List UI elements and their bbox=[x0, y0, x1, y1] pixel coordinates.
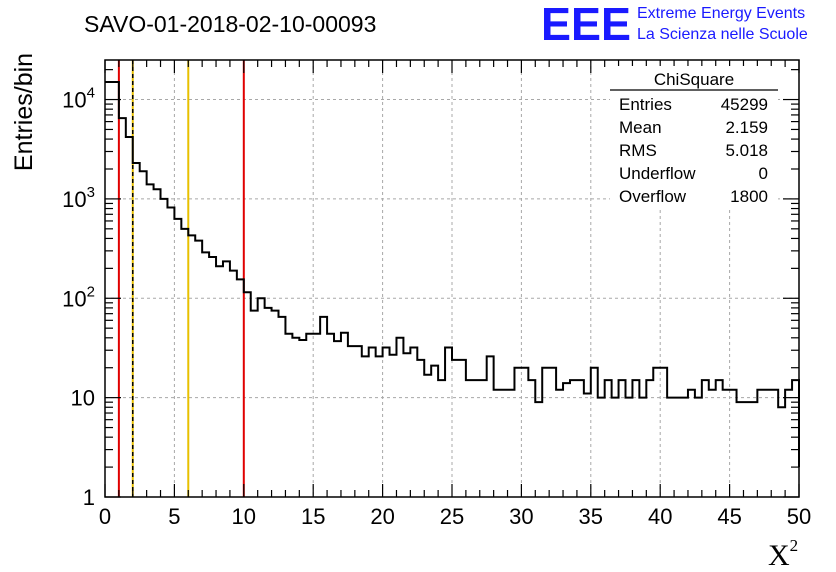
eee-logo: EEE Extreme Energy Events La Scienza nel… bbox=[541, 0, 808, 50]
threshold-lines bbox=[117, 60, 245, 497]
y-tick-label-exponent: 2 bbox=[87, 283, 95, 300]
x-tick-label: 20 bbox=[370, 504, 394, 529]
stats-box: ChiSquare Entries 45299 Mean 2.159 RMS 5.018 Un… bbox=[610, 66, 778, 210]
y-tick-label: 10 bbox=[71, 386, 95, 411]
x-tick-label: 50 bbox=[787, 504, 811, 529]
y-tick-label-base: 10 bbox=[62, 88, 86, 113]
logo-line-2: La Scienza nelle Scuole bbox=[637, 26, 808, 43]
histogram-series bbox=[105, 81, 800, 468]
y-axis-title: Entries/bin bbox=[10, 53, 38, 171]
y-tick-label: 104 bbox=[62, 85, 95, 113]
stats-value: 45299 bbox=[721, 95, 768, 114]
x-tick-label: 40 bbox=[648, 504, 672, 529]
x-tick-label: 10 bbox=[232, 504, 256, 529]
x-axis-title-superscript: 2 bbox=[790, 536, 799, 555]
x-axis-ticks: 0 5 10 15 20 25 30 35 40 45 50 bbox=[99, 60, 811, 529]
stats-value: 2.159 bbox=[725, 118, 768, 137]
x-tick-label: 25 bbox=[440, 504, 464, 529]
x-tick-label: 30 bbox=[509, 504, 533, 529]
logo-line-1: Extreme Energy Events bbox=[637, 5, 805, 22]
stats-label: Mean bbox=[619, 118, 662, 137]
stats-value: 5.018 bbox=[725, 141, 768, 160]
stats-label: Entries bbox=[619, 95, 672, 114]
stats-value: 1800 bbox=[730, 187, 768, 206]
eee-logo-mark: EEE bbox=[541, 0, 631, 50]
stats-box-title: ChiSquare bbox=[654, 70, 734, 89]
chart-title: SAVO-01-2018-02-10-00093 bbox=[84, 11, 376, 37]
stats-label: RMS bbox=[619, 141, 657, 160]
stats-value: 0 bbox=[759, 164, 768, 183]
y-tick-label-base: 10 bbox=[62, 286, 86, 311]
y-tick-label: 1 bbox=[83, 485, 95, 510]
x-tick-label: 0 bbox=[99, 504, 111, 529]
y-tick-label-exponent: 4 bbox=[87, 85, 95, 102]
x-tick-label: 35 bbox=[579, 504, 603, 529]
stats-label: Underflow bbox=[619, 164, 696, 183]
y-tick-label-base: 10 bbox=[62, 187, 86, 212]
x-axis-title: X2 bbox=[768, 536, 798, 572]
y-tick-label: 102 bbox=[62, 283, 95, 311]
x-tick-label: 5 bbox=[168, 504, 180, 529]
x-tick-label: 45 bbox=[717, 504, 741, 529]
x-axis-title-base: X bbox=[768, 539, 790, 572]
stats-label: Overflow bbox=[619, 187, 687, 206]
y-tick-label: 103 bbox=[62, 184, 95, 212]
x-tick-label: 15 bbox=[301, 504, 325, 529]
y-tick-label-exponent: 3 bbox=[87, 184, 95, 201]
